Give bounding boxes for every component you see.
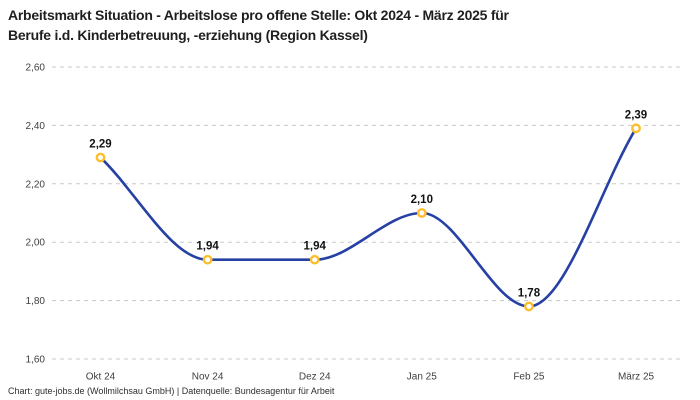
trend-line	[99, 127, 638, 308]
y-tick-label: 2,00	[26, 238, 46, 249]
x-tick-label: Dez 24	[299, 372, 331, 383]
data-point-marker	[202, 254, 213, 265]
y-tick-label: 1,80	[26, 296, 46, 307]
data-point-label: 2,10	[411, 194, 433, 206]
data-point-label: 2,39	[625, 109, 647, 121]
data-point-marker	[524, 301, 534, 312]
y-tick-label: 1,60	[26, 355, 46, 366]
x-tick-label: Feb 25	[513, 372, 545, 383]
x-tick-label: Jan 25	[407, 372, 437, 383]
data-point-label: 1,94	[304, 241, 327, 253]
data-point-marker	[416, 208, 427, 218]
x-tick-label: Nov 24	[192, 372, 224, 383]
x-tick-label: März 25	[618, 372, 655, 383]
y-tick-label: 2,20	[26, 179, 46, 190]
y-tick-label: 2,40	[26, 121, 46, 132]
chart-title: Arbeitsmarkt Situation - Arbeitslose pro…	[8, 5, 509, 45]
data-point-marker	[309, 254, 320, 265]
x-tick-label: Okt 24	[86, 372, 116, 383]
data-point-label: 1,94	[196, 241, 219, 253]
data-point-marker	[631, 123, 641, 134]
chart-title-line-2: Berufe i.d. Kinderbetreuung, -erziehung …	[8, 27, 368, 43]
y-tick-label: 2,60	[26, 63, 46, 74]
data-point-label: 1,78	[518, 287, 541, 299]
data-point-marker	[95, 152, 106, 163]
chart-title-line-1: Arbeitsmarkt Situation - Arbeitslose pro…	[8, 7, 509, 23]
source-credit: Chart: gute-jobs.de (Wollmilchsau GmbH) …	[8, 386, 335, 396]
data-point-label: 2,29	[89, 139, 111, 151]
